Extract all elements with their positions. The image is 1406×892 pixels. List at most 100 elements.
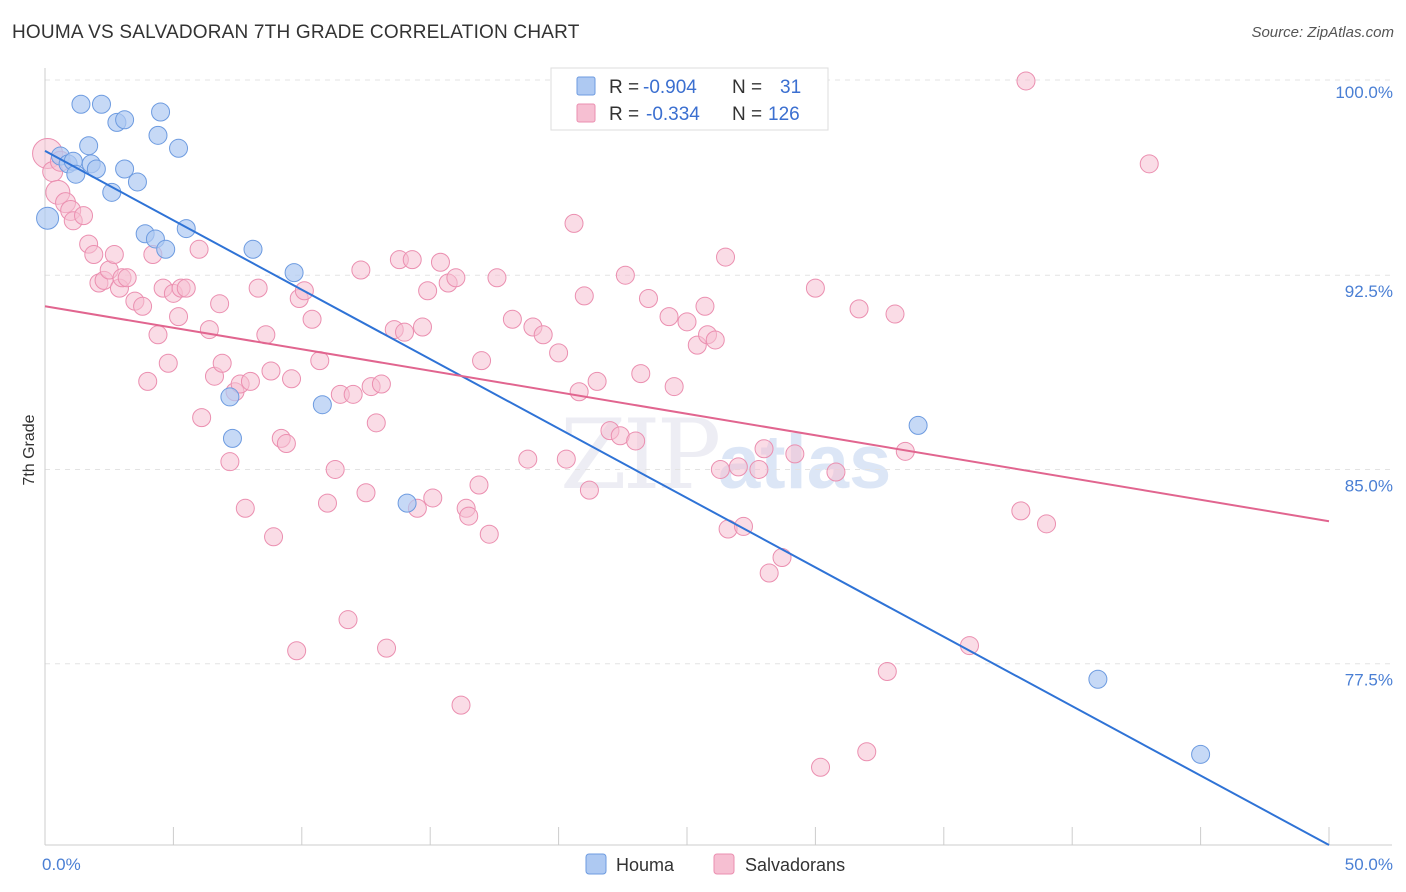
data-point-salvadorans — [479, 524, 499, 544]
data-point-houma — [71, 94, 91, 114]
data-point-salvadorans — [556, 449, 576, 469]
data-point-salvadorans — [199, 320, 219, 340]
data-point-salvadorans — [412, 317, 432, 337]
data-point-salvadorans — [659, 307, 679, 327]
data-point-houma — [115, 159, 135, 179]
bottom-legend-salvadorans: Salvadorans — [745, 855, 845, 875]
watermark: ZIP atlas — [560, 399, 891, 511]
y-tick-label: 100.0% — [1335, 83, 1393, 102]
data-point-salvadorans — [169, 307, 189, 327]
data-point-salvadorans — [264, 527, 284, 547]
data-point-salvadorans — [276, 434, 296, 454]
data-point-salvadorans — [158, 353, 178, 373]
data-point-salvadorans — [487, 268, 507, 288]
data-point-salvadorans — [446, 268, 466, 288]
data-point-salvadorans — [728, 457, 748, 477]
data-point-salvadorans — [430, 252, 450, 272]
legend-r-value: -0.904 — [643, 77, 697, 98]
data-point-salvadorans — [710, 459, 730, 479]
data-point-salvadorans — [664, 377, 684, 397]
data-point-salvadorans — [1016, 71, 1036, 91]
x-tick-labels: 0.0% 50.0% — [42, 855, 1393, 874]
data-point-salvadorans — [84, 244, 104, 264]
data-point-salvadorans — [885, 304, 905, 324]
legend-box — [550, 67, 829, 131]
data-point-salvadorans — [772, 548, 792, 568]
source-label: Source: ZipAtlas.com — [1251, 24, 1394, 41]
data-point-salvadorans — [220, 452, 240, 472]
data-point-salvadorans — [317, 493, 337, 513]
data-point-salvadorans — [104, 244, 124, 264]
legend-r-value: -0.334 — [646, 104, 700, 125]
data-point-houma — [36, 206, 60, 230]
data-point-salvadorans — [587, 371, 607, 391]
legend-n-label: N = — [732, 104, 762, 125]
data-point-salvadorans — [502, 309, 522, 329]
data-point-salvadorans — [148, 325, 168, 345]
data-point-salvadorans — [533, 325, 553, 345]
data-point-salvadorans — [1011, 501, 1031, 521]
data-point-salvadorans — [287, 641, 307, 661]
data-point-salvadorans — [459, 506, 479, 526]
data-point-salvadorans — [451, 695, 471, 715]
data-point-salvadorans — [256, 325, 276, 345]
legend-swatch-houma — [576, 76, 596, 96]
data-point-salvadorans — [395, 322, 415, 342]
data-point-salvadorans — [826, 462, 846, 482]
legend: R = -0.904 N = 31 R = -0.334 N = 126 — [550, 67, 829, 131]
data-point-salvadorans — [805, 278, 825, 298]
data-point-houma — [243, 239, 263, 259]
y-tick-labels: 77.5% 85.0% 92.5% 100.0% — [1335, 83, 1393, 690]
data-point-salvadorans — [705, 330, 725, 350]
data-point-salvadorans — [176, 278, 196, 298]
data-point-salvadorans — [325, 459, 345, 479]
data-point-salvadorans — [759, 563, 779, 583]
data-point-houma — [156, 239, 176, 259]
data-point-houma — [312, 395, 332, 415]
x-tick-label: 0.0% — [42, 855, 81, 874]
trend-line-houma — [44, 150, 1330, 846]
data-point-salvadorans — [133, 296, 153, 316]
data-point-salvadorans — [310, 351, 330, 371]
data-point-salvadorans — [192, 408, 212, 428]
data-point-salvadorans — [857, 742, 877, 762]
data-point-houma — [176, 219, 196, 239]
data-point-salvadorans — [615, 265, 635, 285]
data-point-salvadorans — [212, 353, 232, 373]
data-point-salvadorans — [716, 247, 736, 267]
data-point-salvadorans — [423, 488, 443, 508]
gridlines — [45, 79, 1392, 665]
data-point-houma — [220, 387, 240, 407]
data-point-salvadorans — [626, 431, 646, 451]
data-point-salvadorans — [402, 250, 422, 270]
data-point-salvadorans — [638, 289, 658, 309]
data-point-houma — [1088, 669, 1108, 689]
trend-line-salvadorans — [44, 305, 1330, 523]
data-point-houma — [169, 138, 189, 158]
x-tick-label: 50.0% — [1345, 855, 1393, 874]
data-point-salvadorans — [282, 369, 302, 389]
legend-n-value: 31 — [780, 77, 801, 98]
y-tick-label: 92.5% — [1345, 282, 1393, 301]
data-point-salvadorans — [366, 413, 386, 433]
trend-lines — [44, 150, 1330, 846]
data-point-salvadorans — [371, 374, 391, 394]
legend-swatch-salvadorans — [576, 103, 596, 123]
data-point-salvadorans — [377, 638, 397, 658]
data-point-houma — [127, 172, 147, 192]
data-point-salvadorans — [338, 610, 358, 630]
data-point-houma — [222, 428, 242, 448]
data-point-salvadorans — [749, 459, 769, 479]
y-axis-label: 7th Grade — [21, 414, 38, 485]
data-point-salvadorans — [569, 382, 589, 402]
data-point-salvadorans — [695, 296, 715, 316]
data-point-salvadorans — [549, 343, 569, 363]
bottom-legend-houma: Houma — [616, 855, 675, 875]
data-point-houma — [908, 415, 928, 435]
bottom-legend-swatch-houma — [585, 853, 607, 875]
data-point-salvadorans — [240, 371, 260, 391]
data-point-salvadorans — [1139, 154, 1159, 174]
data-point-salvadorans — [343, 384, 363, 404]
data-point-salvadorans — [472, 351, 492, 371]
